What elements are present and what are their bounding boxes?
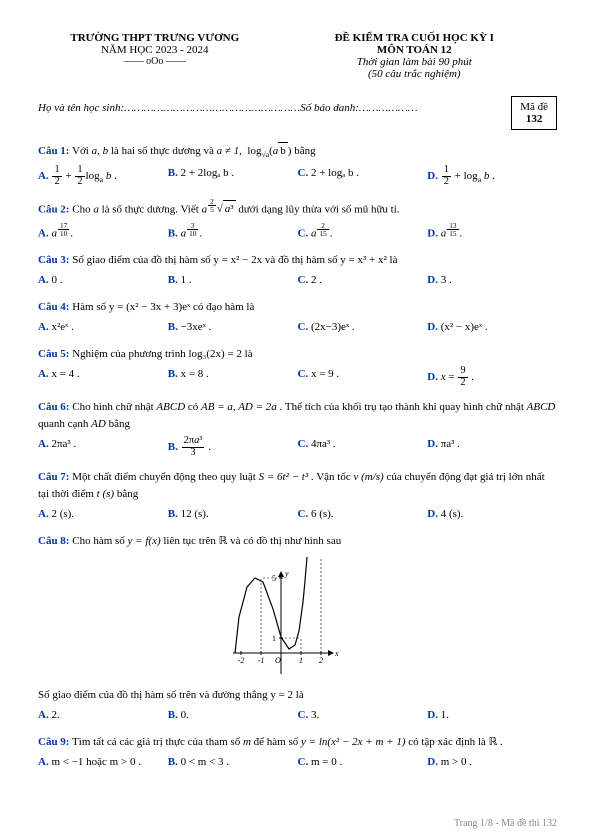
exam-code-box: Mã đề 132 bbox=[511, 96, 557, 130]
question-count: (50 câu trắc nghiệm) bbox=[272, 68, 557, 80]
q1-text-a: Với bbox=[72, 145, 92, 157]
school-year: NĂM HỌC 2023 - 2024 bbox=[38, 44, 272, 56]
q1-text-c: bằng bbox=[294, 145, 315, 157]
duration: Thời gian làm bài 90 phút bbox=[272, 56, 557, 68]
student-line: Họ và tên học sinh:………………………………………………Số … bbox=[38, 102, 557, 114]
subject: MÔN TOÁN 12 bbox=[272, 44, 557, 56]
question-9: Câu 9: Tìm tất cả các giá trị thực của t… bbox=[38, 734, 557, 771]
header-right: ĐỀ KIỂM TRA CUỐI HỌC KỲ I MÔN TOÁN 12 Th… bbox=[272, 32, 557, 80]
question-3: Câu 3: Số giao điểm của đồ thị hàm số y … bbox=[38, 252, 557, 289]
question-8: Câu 8: Cho hàm số y = f(x) liên tục trên… bbox=[38, 533, 557, 724]
question-6: Câu 6: Cho hình chữ nhật ABCD có AB = a,… bbox=[38, 399, 557, 459]
svg-text:1: 1 bbox=[272, 634, 276, 643]
question-4: Câu 4: Hàm số y = (x² − 3x + 3)eˣ có đạo… bbox=[38, 299, 557, 336]
questions: Câu 1: Với a, b là hai số thực dương và … bbox=[38, 142, 557, 771]
school-name: TRƯỜNG THPT TRƯNG VƯƠNG bbox=[38, 32, 272, 44]
q8-chart: -2 -1 1 2 1 5 Ox y bbox=[38, 557, 557, 683]
exam-code-label: Mã đề bbox=[520, 101, 548, 113]
header: TRƯỜNG THPT TRƯNG VƯƠNG NĂM HỌC 2023 - 2… bbox=[38, 32, 557, 80]
svg-text:5: 5 bbox=[272, 574, 276, 583]
question-2: Câu 2: Cho a là số thực dương. Viết a25a… bbox=[38, 198, 557, 242]
page-footer: Trang 1/8 - Mã đề thi 132 bbox=[454, 818, 557, 829]
svg-text:x: x bbox=[334, 649, 339, 658]
question-5: Câu 5: Nghiệm của phương trình log₃(2x) … bbox=[38, 346, 557, 389]
svg-text:1: 1 bbox=[299, 656, 303, 665]
svg-text:y: y bbox=[284, 569, 289, 578]
question-1: Câu 1: Với a, b là hai số thực dương và … bbox=[38, 142, 557, 188]
q1-label: Câu 1: bbox=[38, 145, 69, 157]
exam-title: ĐỀ KIỂM TRA CUỐI HỌC KỲ I bbox=[272, 32, 557, 44]
q2-label: Câu 2: bbox=[38, 203, 69, 215]
svg-text:O: O bbox=[275, 656, 281, 665]
header-left: TRƯỜNG THPT TRƯNG VƯƠNG NĂM HỌC 2023 - 2… bbox=[38, 32, 272, 80]
q8-graph-svg: -2 -1 1 2 1 5 Ox y bbox=[223, 557, 373, 677]
svg-text:-1: -1 bbox=[257, 656, 264, 665]
exam-code: 132 bbox=[520, 113, 548, 125]
svg-text:-2: -2 bbox=[237, 656, 244, 665]
header-divider: —— oOo —— bbox=[38, 56, 272, 67]
q1-text-b: là hai số thực dương và bbox=[111, 145, 217, 157]
svg-text:2: 2 bbox=[319, 656, 323, 665]
question-7: Câu 7: Một chất điểm chuyển động theo qu… bbox=[38, 469, 557, 523]
q8-subtext: Số giao điểm của đồ thị hàm số trên và đ… bbox=[38, 687, 557, 704]
